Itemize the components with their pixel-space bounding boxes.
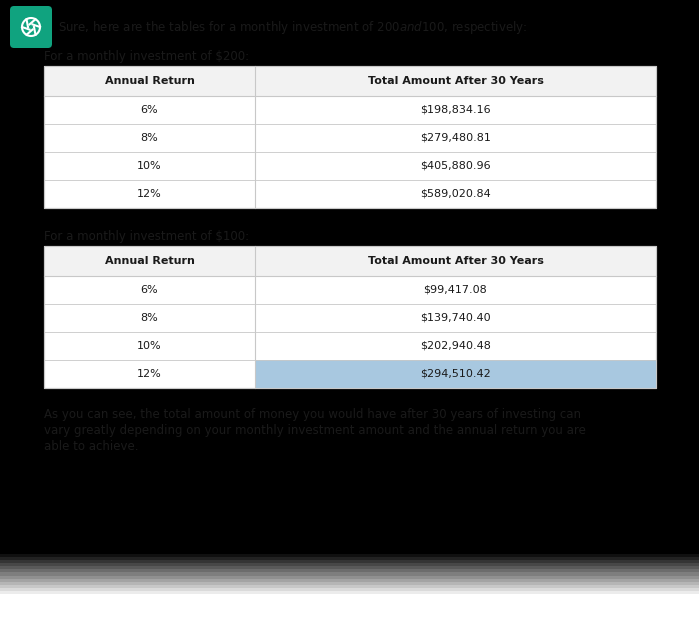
Bar — [44, 246, 656, 388]
Bar — [44, 66, 656, 208]
Text: $202,940.48: $202,940.48 — [420, 341, 491, 351]
Text: 10%: 10% — [137, 341, 161, 351]
Text: able to achieve.: able to achieve. — [44, 440, 138, 453]
Bar — [255, 360, 656, 388]
Text: For a monthly investment of $100:: For a monthly investment of $100: — [44, 230, 249, 243]
Text: 8%: 8% — [140, 133, 159, 143]
Text: 10%: 10% — [137, 161, 161, 171]
Text: Sure, here are the tables for a monthly investment of $200 and $100, respectivel: Sure, here are the tables for a monthly … — [58, 19, 527, 36]
Text: 6%: 6% — [140, 285, 158, 295]
FancyBboxPatch shape — [10, 6, 52, 48]
Text: $139,740.40: $139,740.40 — [420, 313, 491, 323]
Bar — [44, 66, 656, 96]
Text: 6%: 6% — [140, 105, 158, 115]
Bar — [44, 66, 656, 208]
Text: $589,020.84: $589,020.84 — [420, 189, 491, 199]
Text: As you can see, the total amount of money you would have after 30 years of inves: As you can see, the total amount of mone… — [44, 408, 581, 421]
Text: 12%: 12% — [137, 369, 162, 379]
Text: Total Amount After 30 Years: Total Amount After 30 Years — [368, 76, 543, 86]
Bar — [44, 246, 656, 388]
Text: vary greatly depending on your monthly investment amount and the annual return y: vary greatly depending on your monthly i… — [44, 424, 586, 437]
Text: $99,417.08: $99,417.08 — [424, 285, 487, 295]
Text: Annual Return: Annual Return — [105, 256, 194, 266]
Text: $198,834.16: $198,834.16 — [420, 105, 491, 115]
Text: $279,480.81: $279,480.81 — [420, 133, 491, 143]
Text: 8%: 8% — [140, 313, 159, 323]
Text: Annual Return: Annual Return — [105, 76, 194, 86]
Text: For a monthly investment of $200:: For a monthly investment of $200: — [44, 50, 249, 63]
Text: 12%: 12% — [137, 189, 162, 199]
Bar — [44, 246, 656, 276]
Text: $294,510.42: $294,510.42 — [420, 369, 491, 379]
Text: $405,880.96: $405,880.96 — [420, 161, 491, 171]
Text: Total Amount After 30 Years: Total Amount After 30 Years — [368, 256, 543, 266]
